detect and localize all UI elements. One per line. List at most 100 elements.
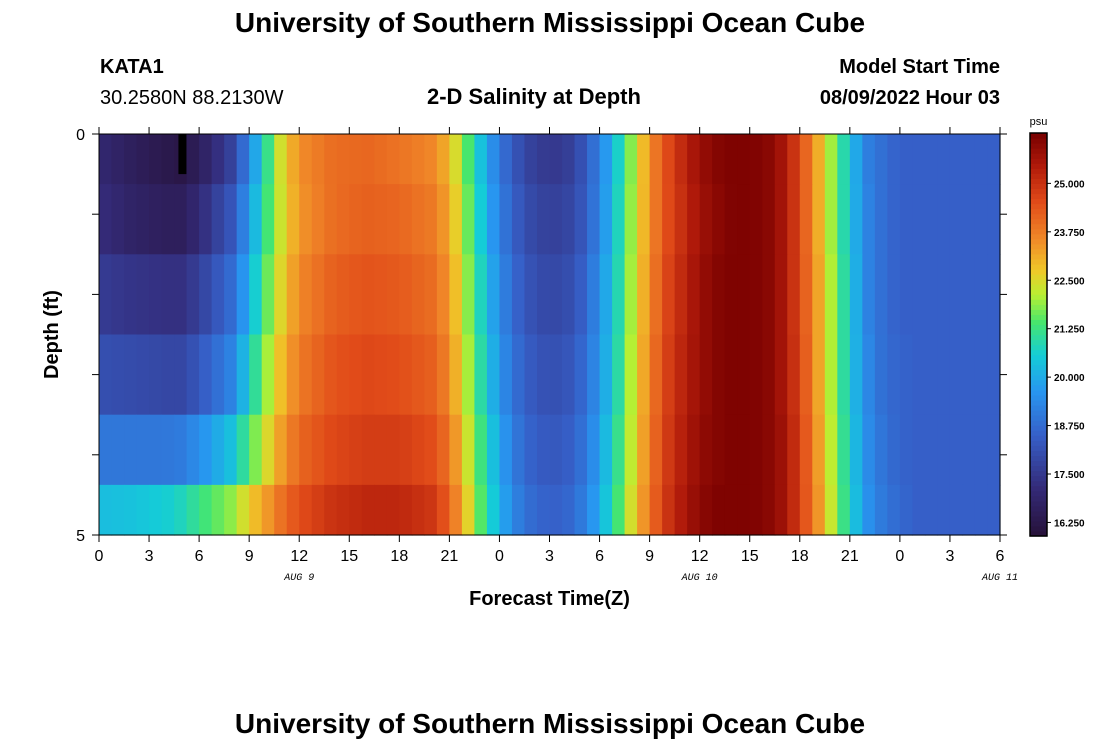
heatmap-cell [274,254,288,336]
heatmap-cell [549,254,563,336]
heatmap-cell [887,484,901,536]
heatmap-cell [486,334,501,416]
heatmap-cell [399,184,413,255]
heatmap-cell [111,254,125,336]
heatmap-cell [799,134,813,185]
model-start-label: Model Start Time [839,56,1000,78]
heatmap-cell [824,484,838,536]
heatmap-cell [687,484,701,536]
heatmap-cell [386,254,400,336]
colorbar-segment [1030,430,1047,436]
heatmap-cell [962,134,976,185]
heatmap-cell [386,184,400,255]
heatmap-cell [161,414,175,486]
colorbar-segment [1030,475,1047,482]
heatmap-cell [274,414,288,486]
colorbar-segment [1030,455,1047,462]
colorbar-segment [1030,238,1047,245]
heatmap-cell [924,414,939,486]
heatmap-cell [874,414,888,486]
colorbar-segment [1030,243,1047,250]
heatmap-cell [174,184,188,255]
heatmap-cell [199,184,213,255]
colorbar-segment [1030,410,1047,416]
heatmap-cell [899,134,914,185]
colorbar-segment [1030,525,1047,532]
heatmap-cell [562,334,576,416]
heatmap-cell [762,254,776,336]
heatmap-cell [211,134,225,185]
heatmap-cell [274,484,288,536]
heatmap-cell [799,184,813,255]
heatmap-cell [111,414,125,486]
heatmap-cell [536,334,551,416]
heatmap-cell [912,184,926,255]
x-tick-label: 21 [440,548,458,565]
heatmap-cell [687,134,701,185]
heatmap-cell [799,334,813,416]
x-tick-label: 15 [340,548,358,565]
heatmap-cell [699,334,713,416]
colorbar-segment [1030,148,1047,154]
heatmap-cell [149,334,163,416]
heatmap-cell [299,134,313,185]
heatmap-cell [774,414,788,486]
heatmap-cell [186,184,200,255]
heatmap-cell [486,484,501,536]
colorbar-segment [1030,213,1047,220]
x-tick-label: 3 [545,548,554,565]
heatmap-cell [224,414,238,486]
plot-axes: 0 3 6 9 12 15 18 21 0 3 6 9 12 15 18 21 0 3 6 AUG 9 AUG 10 AU… [41,127,1018,610]
heatmap-cell [224,254,238,336]
heatmap-cell [987,334,1001,416]
heatmap-cell [324,334,338,416]
heatmap-cell [211,184,225,255]
heatmap-cell [799,254,813,336]
y-axis-label: Depth (ft) [41,290,63,379]
colorbar-segment [1030,228,1047,235]
heatmap-cell [199,254,213,336]
heatmap-cell [99,254,113,336]
heatmap-cell [161,184,175,255]
colorbar-segment [1030,334,1047,341]
heatmap-cell [612,254,626,336]
heatmap-cell [524,414,538,486]
colorbar-segment [1030,274,1047,280]
heatmap-cell [924,134,939,185]
colorbar-segment [1030,354,1047,361]
heatmap-cell [937,254,951,336]
heatmap-cell [536,184,551,255]
heatmap-cell [837,134,851,185]
heatmap-cell [987,134,1001,185]
heatmap-cell [687,414,701,486]
heatmap-cell [386,484,400,536]
heatmap-cell [124,184,138,255]
heatmap-cell [149,414,163,486]
heatmap-cell [261,184,275,255]
heatmap-cell [161,134,175,185]
heatmap-cell [812,334,826,416]
heatmap-cell [524,184,538,255]
heatmap-cell [924,184,939,255]
heatmap-cell [324,134,338,185]
colorbar-segment [1030,183,1047,190]
heatmap-cell [424,414,438,486]
heatmap-cell [474,134,488,185]
heatmap-cell [974,134,989,185]
x-tick-label: 6 [195,548,204,565]
heatmap-cell [637,184,651,255]
heatmap-cell [674,254,688,336]
heatmap-cell [612,184,626,255]
heatmap-cell [899,414,914,486]
heatmap-cell [762,414,776,486]
heatmap-cell [474,334,488,416]
heatmap-cell [612,414,626,486]
heatmap-cell [161,484,175,536]
x-tick-label: 12 [691,548,709,565]
heatmap-cell [436,184,450,255]
heatmap-cell [386,134,400,185]
heatmap-cell [136,414,150,486]
heatmap-cell [486,134,501,185]
heatmap-cell [637,414,651,486]
heatmap-cell [361,134,375,185]
